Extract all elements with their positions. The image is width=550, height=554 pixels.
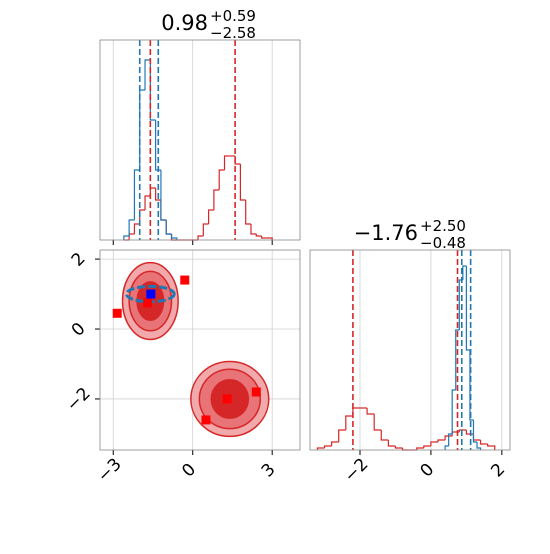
histogram-bin xyxy=(218,169,225,190)
y-tick-label: 0 xyxy=(68,319,90,341)
histogram-bin xyxy=(144,59,151,90)
point xyxy=(251,387,261,397)
histogram-bin xyxy=(165,220,172,235)
point xyxy=(143,298,153,308)
point xyxy=(112,308,122,318)
histogram-bin xyxy=(144,195,151,210)
histogram-bin xyxy=(479,440,488,445)
x-tick-label: 3 xyxy=(258,460,280,482)
x-tick-label: 0 xyxy=(416,460,438,482)
title-value: −1.76 xyxy=(354,221,418,245)
histogram-bin xyxy=(133,169,140,220)
point xyxy=(222,394,232,404)
panel: 0.98 +0.59−2.58 xyxy=(99,7,301,245)
histogram-bin xyxy=(255,234,262,237)
axes-frame xyxy=(309,249,511,451)
histogram-bin xyxy=(366,408,375,415)
panel: −3 0 3 −2 0 2 xyxy=(63,249,301,487)
axes-frame xyxy=(99,249,301,451)
histogram-bin xyxy=(437,439,446,442)
histogram-bin xyxy=(487,444,496,450)
point xyxy=(146,289,156,299)
title-upper: +0.59 xyxy=(210,7,256,25)
histogram-bin xyxy=(128,219,135,236)
title-lower: −0.48 xyxy=(420,234,466,252)
histogram-bin xyxy=(380,430,389,441)
histogram-bin xyxy=(451,389,456,434)
histogram-bin xyxy=(423,445,431,448)
histogram-bin xyxy=(213,189,220,210)
histogram-bin xyxy=(223,155,230,170)
x-tick-label: −3 xyxy=(94,455,126,487)
histogram-bin xyxy=(448,433,453,446)
plot-frame xyxy=(100,40,300,240)
point xyxy=(201,415,211,425)
histogram-bin xyxy=(465,266,470,351)
panel: −2 0 2 −1.76 +2.50−0.48 xyxy=(309,217,511,487)
histogram-bin xyxy=(444,445,449,450)
histogram-bin xyxy=(416,447,424,450)
title-value: 0.98 xyxy=(161,11,208,35)
histogram-bin xyxy=(394,446,403,449)
histogram-bin xyxy=(472,420,478,443)
histogram-bin xyxy=(123,235,130,240)
x-tick-label: 0 xyxy=(178,460,200,482)
histogram-bin xyxy=(208,209,214,224)
histogram-bin xyxy=(250,224,257,235)
histogram-bin xyxy=(430,441,439,446)
histogram-bin xyxy=(444,435,453,440)
histogram-bin xyxy=(170,234,178,240)
x-tick-label: −2 xyxy=(341,455,373,487)
plot-frame xyxy=(310,250,510,450)
histogram-bin xyxy=(133,223,140,234)
histogram-bin xyxy=(331,441,339,446)
histogram-bin xyxy=(338,429,346,442)
y-tick-label: 2 xyxy=(68,249,90,271)
histogram-bin xyxy=(476,442,482,450)
histogram-bin xyxy=(160,170,167,221)
histogram-bin xyxy=(245,200,251,225)
point xyxy=(180,275,190,285)
histogram-bin xyxy=(316,447,325,450)
histogram-bin xyxy=(387,440,396,447)
histogram-bin xyxy=(458,429,467,432)
title-upper: +2.50 xyxy=(420,217,466,235)
title-lower: −2.58 xyxy=(210,24,256,42)
histogram-bin xyxy=(202,223,209,236)
histogram-bin xyxy=(373,414,382,431)
axes-frame xyxy=(99,39,301,241)
histogram-bin xyxy=(155,188,161,201)
histogram-bin xyxy=(197,235,204,240)
histogram-bin xyxy=(266,237,273,240)
histogram-bin xyxy=(260,236,267,239)
histogram-bin xyxy=(139,209,146,224)
histogram-bin xyxy=(323,445,332,448)
histogram-bin xyxy=(155,120,161,171)
histogram-bin xyxy=(239,164,246,201)
histogram-bin xyxy=(469,350,474,421)
y-tick-label: −2 xyxy=(63,384,95,416)
histogram-bin xyxy=(462,265,467,280)
histogram-bin xyxy=(455,329,460,390)
histogram-bin xyxy=(345,415,353,430)
x-tick-label: 2 xyxy=(487,460,509,482)
